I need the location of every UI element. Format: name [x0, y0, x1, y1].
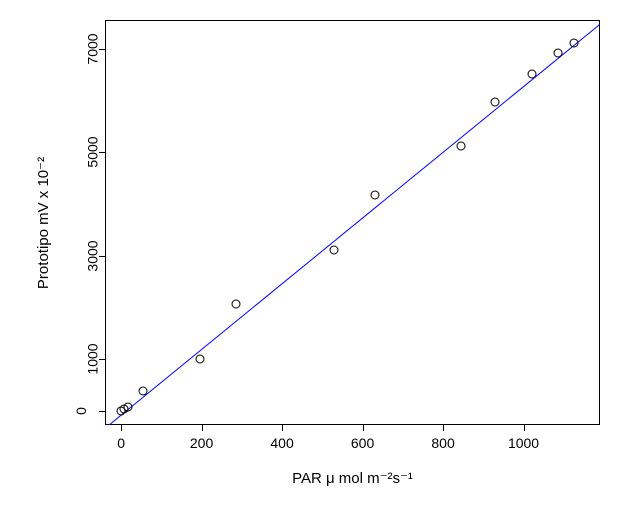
data-point [527, 70, 536, 79]
data-point [491, 97, 500, 106]
y-tick [99, 411, 105, 412]
x-axis-title: PAR μ mol m⁻²s⁻¹ [292, 469, 413, 487]
y-tick-label: 1000 [85, 343, 101, 374]
x-tick-label: 600 [351, 435, 374, 451]
data-point [123, 403, 132, 412]
data-point [553, 48, 562, 57]
data-point [569, 38, 578, 47]
plot-area [105, 20, 600, 425]
y-axis-title: Prototipo mV x 10⁻² [34, 156, 52, 288]
data-point [330, 246, 339, 255]
x-tick [202, 425, 203, 431]
x-tick [363, 425, 364, 431]
y-tick-label: 3000 [85, 240, 101, 271]
x-tick-label: 400 [270, 435, 293, 451]
x-tick [121, 425, 122, 431]
y-tick-label: 5000 [85, 137, 101, 168]
data-point [457, 142, 466, 151]
scatter-chart: Prototipo mV x 10⁻² PAR μ mol m⁻²s⁻¹ 0 20… [0, 0, 644, 513]
x-tick-label: 0 [117, 435, 125, 451]
data-point [139, 386, 148, 395]
x-tick-label: 1000 [508, 435, 539, 451]
data-point [195, 354, 204, 363]
data-point [231, 300, 240, 309]
x-tick [443, 425, 444, 431]
x-tick [282, 425, 283, 431]
x-tick [524, 425, 525, 431]
y-tick-label: 7000 [85, 33, 101, 64]
y-tick-label: 0 [73, 407, 89, 415]
data-point [370, 191, 379, 200]
x-tick-label: 800 [431, 435, 454, 451]
x-tick-label: 200 [190, 435, 213, 451]
